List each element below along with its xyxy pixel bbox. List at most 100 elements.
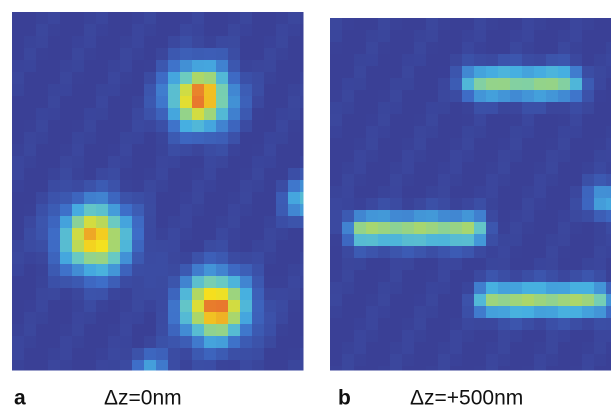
pixel — [60, 276, 73, 289]
pixel — [366, 342, 379, 355]
pixel — [228, 24, 241, 37]
pixel — [414, 114, 427, 127]
pixel — [156, 120, 169, 133]
pixel — [300, 288, 304, 301]
pixel — [180, 12, 193, 25]
pixel — [606, 306, 611, 319]
pixel — [48, 132, 61, 145]
pixel — [36, 204, 49, 217]
pixel — [570, 342, 583, 355]
pixel — [606, 66, 611, 79]
pixel — [120, 72, 133, 85]
pixel — [354, 126, 367, 139]
pixel — [378, 270, 391, 283]
pixel — [330, 42, 343, 55]
pixel — [390, 198, 403, 211]
pixel — [48, 24, 61, 37]
pixel — [414, 342, 427, 355]
pixel — [264, 228, 277, 241]
pixel — [168, 360, 181, 371]
pixel — [522, 210, 535, 223]
pixel — [120, 108, 133, 121]
pixel — [60, 24, 73, 37]
pixel — [12, 228, 25, 241]
pixel — [486, 78, 499, 91]
pixel — [276, 180, 289, 193]
pixel — [252, 96, 265, 109]
pixel — [498, 210, 511, 223]
pixel — [120, 168, 133, 181]
pixel — [96, 132, 109, 145]
pixel — [156, 204, 169, 217]
pixel — [402, 330, 415, 343]
pixel — [474, 366, 487, 371]
pixel — [510, 102, 523, 115]
pixel — [462, 330, 475, 343]
panel-label: b — [338, 387, 351, 409]
pixel — [168, 192, 181, 205]
pixel — [594, 342, 607, 355]
pixel — [132, 12, 145, 25]
pixel — [132, 120, 145, 133]
pixel — [462, 246, 475, 259]
pixel — [216, 36, 229, 49]
pixel — [132, 336, 145, 349]
pixel — [48, 120, 61, 133]
pixel — [414, 54, 427, 67]
pixel — [414, 186, 427, 199]
pixel — [216, 252, 229, 265]
pixel — [414, 30, 427, 43]
pixel — [168, 204, 181, 217]
pixel — [498, 30, 511, 43]
pixel — [228, 300, 241, 313]
pixel — [204, 12, 217, 25]
pixel — [132, 276, 145, 289]
pixel — [510, 42, 523, 55]
pixel — [570, 210, 583, 223]
pixel — [84, 84, 97, 97]
pixel — [546, 294, 559, 307]
pixel — [36, 252, 49, 265]
pixel — [474, 270, 487, 283]
pixel — [84, 204, 97, 217]
pixel — [48, 300, 61, 313]
pixel — [378, 18, 391, 31]
pixel — [84, 276, 97, 289]
pixel — [72, 276, 85, 289]
pixel — [120, 204, 133, 217]
pixel — [228, 108, 241, 121]
pixel — [168, 120, 181, 133]
pixel — [204, 180, 217, 193]
pixel — [180, 96, 193, 109]
pixel — [330, 102, 343, 115]
pixel — [486, 114, 499, 127]
pixel — [60, 72, 73, 85]
pixel — [96, 60, 109, 73]
pixel — [390, 246, 403, 259]
pixel — [84, 60, 97, 73]
pixel — [36, 132, 49, 145]
pixel — [24, 336, 37, 349]
pixel — [300, 24, 304, 37]
pixel — [96, 36, 109, 49]
pixel — [24, 276, 37, 289]
pixel — [144, 324, 157, 337]
pixel — [156, 60, 169, 73]
pixel — [60, 84, 73, 97]
pixel — [132, 240, 145, 253]
pixel — [486, 354, 499, 367]
pixel — [594, 78, 607, 91]
pixel — [474, 294, 487, 307]
pixel — [264, 156, 277, 169]
pixel — [192, 48, 205, 61]
pixel — [168, 96, 181, 109]
pixel — [192, 84, 205, 97]
pixel — [240, 360, 253, 371]
pixel — [12, 60, 25, 73]
pixel — [96, 72, 109, 85]
pixel — [474, 306, 487, 319]
pixel — [594, 366, 607, 371]
pixel — [426, 210, 439, 223]
pixel — [438, 150, 451, 163]
pixel — [264, 60, 277, 73]
